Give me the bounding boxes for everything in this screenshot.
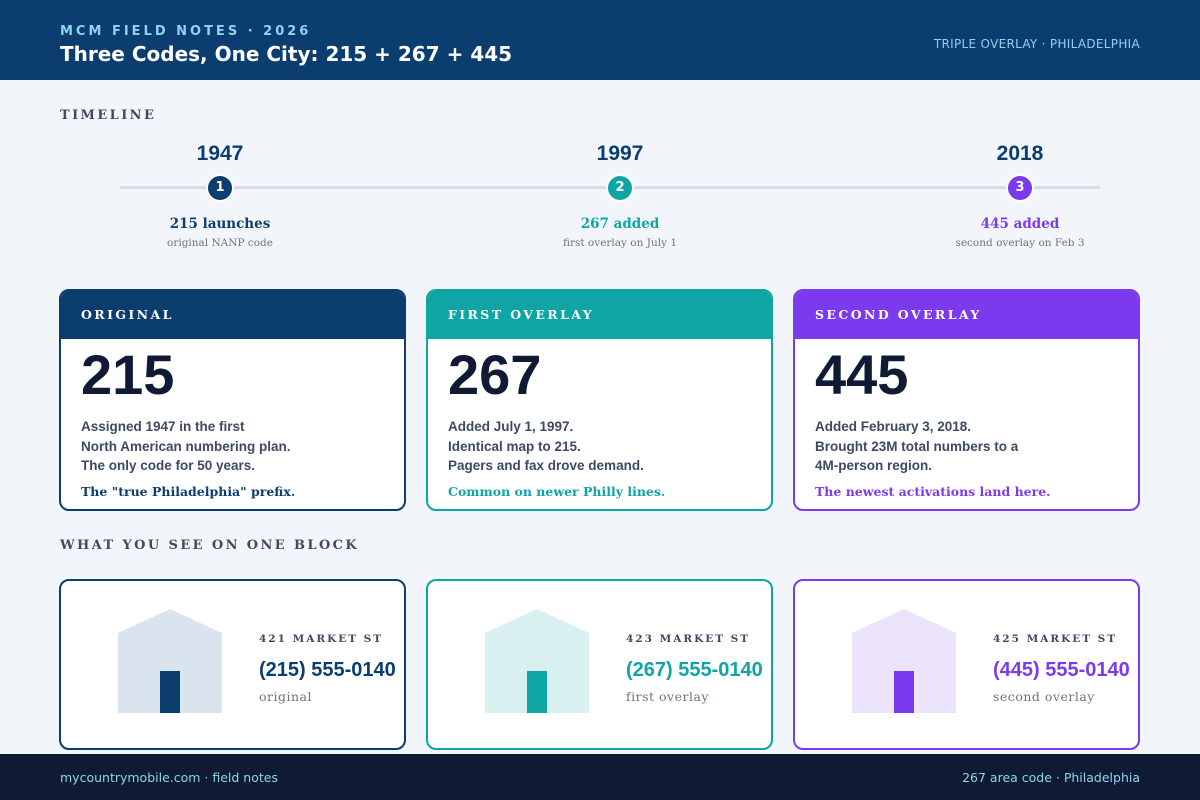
card-description-line: Assigned 1947 in the first [81, 419, 245, 434]
header-tagline: TRIPLE OVERLAY · PHILADELPHIA [933, 37, 1140, 51]
timeline-step-marker: 3 [1006, 174, 1034, 202]
card-description: Added February 3, 2018. Brought 23M tota… [815, 417, 1115, 476]
timeline-item-1997: 1997 2 267 added first overlay on July 1 [470, 140, 770, 249]
house-card-423: 423 MARKET ST (267) 555-0140 first overl… [426, 579, 773, 750]
area-code-number: 445 [815, 343, 909, 406]
street-address: 425 MARKET ST [993, 633, 1118, 645]
card-heading: ORIGINAL [61, 291, 404, 339]
timeline-note: original NANP code [167, 237, 273, 249]
timeline-event: 267 added [580, 216, 660, 232]
timeline-item-1947: 1947 1 215 launches original NANP code [70, 140, 370, 249]
timeline-year: 2018 [996, 142, 1044, 165]
timeline-note: first overlay on July 1 [562, 237, 678, 249]
footer-site-link[interactable]: mycountrymobile.com · field notes [60, 770, 278, 785]
footer-caption: 267 area code · Philadelphia [962, 770, 1140, 785]
card-heading: SECOND OVERLAY [795, 291, 1138, 339]
card-heading: FIRST OVERLAY [428, 291, 771, 339]
area-code-number: 267 [448, 343, 542, 406]
timeline-step-marker: 1 [206, 174, 234, 202]
house-icon [485, 609, 589, 713]
street-address: 423 MARKET ST [626, 633, 751, 645]
house-icon [852, 609, 956, 713]
house-card-425: 425 MARKET ST (445) 555-0140 second over… [793, 579, 1140, 750]
area-code-card-267: FIRST OVERLAY 267 Added July 1, 1997. Id… [426, 289, 773, 511]
timeline-event: 215 launches [169, 216, 271, 232]
card-description-line: 4M-person region. [815, 458, 933, 473]
area-code-card-215: ORIGINAL 215 Assigned 1947 in the first … [59, 289, 406, 511]
timeline-note: second overlay on Feb 3 [955, 237, 1085, 249]
timeline-section-label: TIMELINE [60, 108, 157, 123]
phone-code-label: second overlay [993, 689, 1095, 704]
timeline-item-2018: 2018 3 445 added second overlay on Feb 3 [870, 140, 1170, 249]
header-kicker: MCM FIELD NOTES · 2026 [60, 24, 312, 39]
card-footnote: The "true Philadelphia" prefix. [81, 484, 296, 499]
card-description-line: Brought 23M total numbers to a [815, 438, 1019, 454]
card-description: Assigned 1947 in the first North America… [81, 417, 381, 476]
area-code-card-445: SECOND OVERLAY 445 Added February 3, 201… [793, 289, 1140, 511]
page-header: MCM FIELD NOTES · 2026 Three Codes, One … [0, 0, 1200, 80]
card-footnote: Common on newer Philly lines. [448, 484, 666, 499]
block-section-label: WHAT YOU SEE ON ONE BLOCK [60, 538, 360, 553]
card-description: Added July 1, 1997. Identical map to 215… [448, 417, 748, 476]
phone-code-label: original [259, 689, 312, 704]
card-description-line: North American numbering plan. [81, 438, 291, 454]
timeline-year: 1947 [196, 142, 244, 165]
page-footer: mycountrymobile.com · field notes 267 ar… [0, 754, 1200, 800]
phone-number: (215) 555-0140 [259, 659, 396, 681]
card-footnote: The newest activations land here. [815, 484, 1051, 499]
card-description-line: Pagers and fax drove demand. [448, 458, 644, 473]
card-description-line: Identical map to 215. [448, 438, 581, 454]
timeline-year: 1997 [596, 142, 644, 165]
timeline-step-marker: 2 [606, 174, 634, 202]
area-code-number: 215 [81, 343, 175, 406]
card-description-line: Added February 3, 2018. [815, 419, 972, 434]
house-icon [118, 609, 222, 713]
phone-number: (267) 555-0140 [626, 659, 763, 681]
street-address: 421 MARKET ST [259, 633, 384, 645]
page-title: Three Codes, One City: 215 + 267 + 445 [60, 42, 513, 66]
timeline-event: 445 added [980, 216, 1060, 232]
card-description-line: Added July 1, 1997. [448, 419, 574, 434]
phone-number: (445) 555-0140 [993, 659, 1130, 681]
phone-code-label: first overlay [626, 689, 709, 704]
house-card-421: 421 MARKET ST (215) 555-0140 original [59, 579, 406, 750]
card-description-line: The only code for 50 years. [81, 458, 256, 473]
